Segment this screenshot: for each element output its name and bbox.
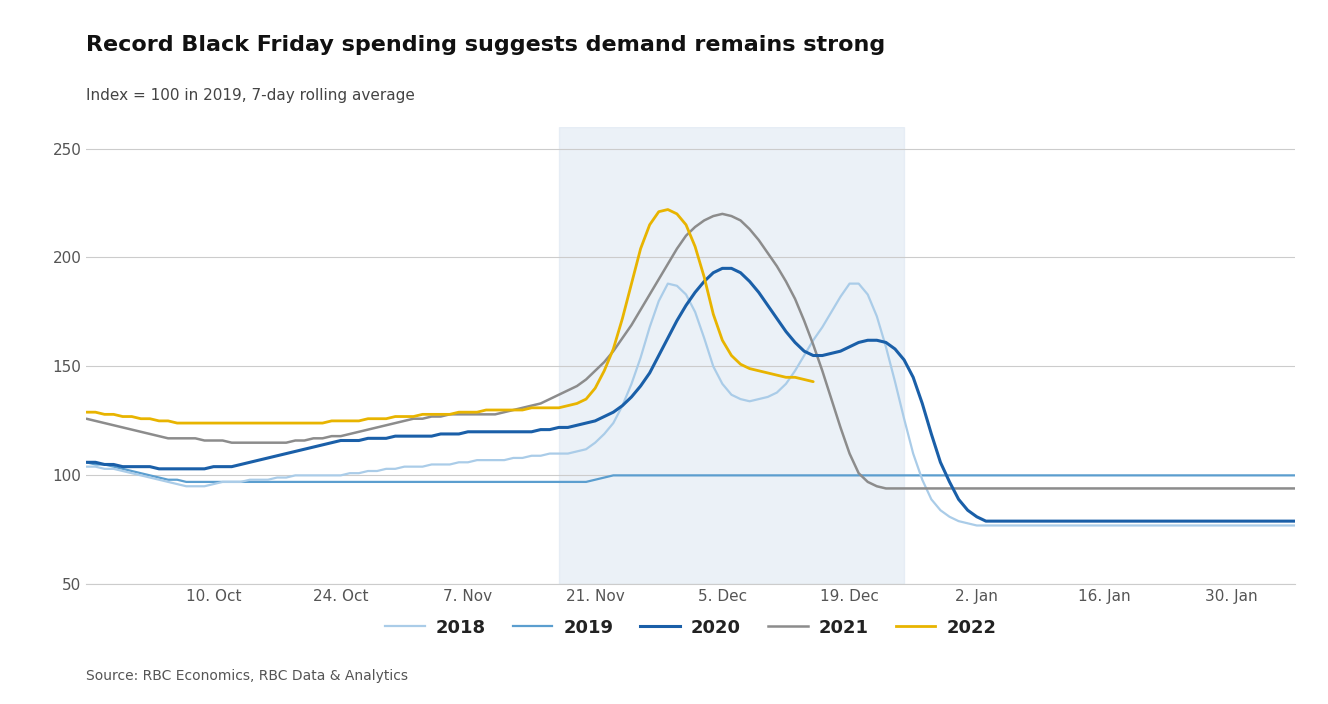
Text: Record Black Friday spending suggests demand remains strong: Record Black Friday spending suggests de…	[86, 35, 886, 55]
Text: Index = 100 in 2019, 7-day rolling average: Index = 100 in 2019, 7-day rolling avera…	[86, 88, 416, 103]
Text: Source: RBC Economics, RBC Data & Analytics: Source: RBC Economics, RBC Data & Analyt…	[86, 669, 408, 683]
Legend: 2018, 2019, 2020, 2021, 2022: 2018, 2019, 2020, 2021, 2022	[377, 612, 1004, 644]
Bar	[559, 127, 904, 584]
